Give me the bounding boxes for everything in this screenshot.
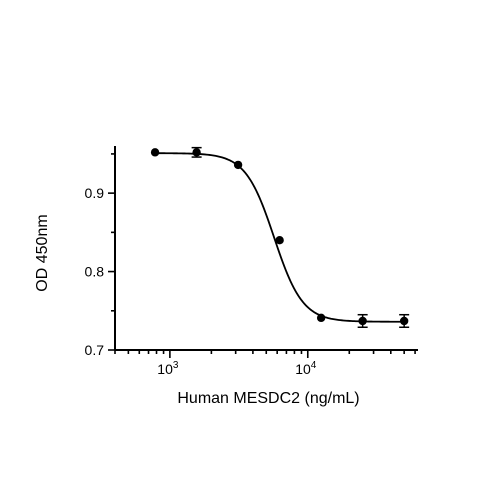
data-point — [399, 316, 409, 326]
x-axis-title: Human MESDC2 (ng/mL) — [177, 390, 359, 407]
y-axis-title: OD 450nm — [34, 214, 51, 291]
data-point — [233, 160, 243, 170]
data-point — [150, 148, 160, 157]
y-tick-label: 0.9 — [85, 185, 105, 201]
data-point — [316, 313, 326, 323]
data-points — [150, 146, 410, 329]
axes — [114, 146, 418, 351]
y-ticks: 0.7 0.8 0.9 — [85, 153, 115, 358]
x-tick-label: 104 — [295, 360, 317, 377]
data-point — [192, 148, 201, 157]
x-ticks: 103 104 — [114, 350, 416, 377]
data-point — [358, 316, 367, 326]
x-tick-label: 103 — [157, 360, 179, 377]
y-tick-label: 0.8 — [85, 264, 105, 280]
y-tick-label: 0.7 — [85, 342, 105, 358]
data-point — [275, 235, 284, 245]
